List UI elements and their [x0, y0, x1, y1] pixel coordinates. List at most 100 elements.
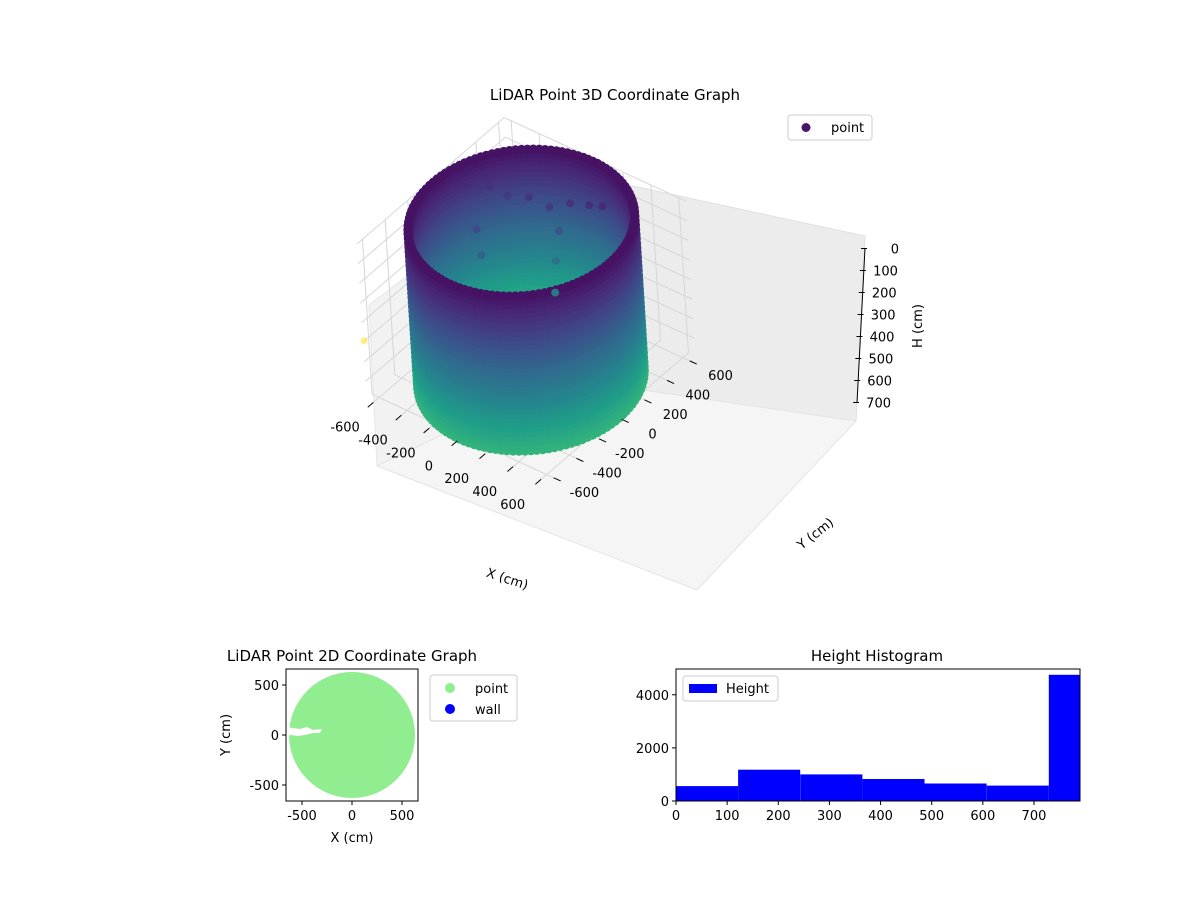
- point-disc-2d: [289, 672, 415, 798]
- x2d-tick-0: -500: [287, 809, 317, 824]
- legend-3d-frame: [787, 114, 873, 141]
- yhist-tick-0: 0: [661, 795, 669, 810]
- outlier-point-1: [485, 182, 494, 191]
- y3d-tick-6: 600: [708, 369, 733, 384]
- xhist-tick-0: 0: [672, 809, 680, 824]
- y-axis-label-3d: Y (cm): [794, 515, 837, 553]
- y-axis-label-2d: Y (cm): [219, 714, 234, 757]
- lidar-2d-chart: LiDAR Point 2D Coordinate Graph -500 0 500…: [219, 647, 518, 846]
- x3d-tick-5: 400: [472, 485, 497, 500]
- x3d-tick-mark-0: [367, 402, 374, 408]
- y-axis-ticks-hist: 0 2000 4000: [636, 689, 676, 810]
- y-axis-ticks-3d: -600 -400 -2000 200 400 600: [553, 360, 733, 501]
- grid-back-x-6: [678, 197, 689, 353]
- x3d-tick-mark-6: [535, 479, 542, 485]
- z3d-tick-1: 100: [873, 265, 898, 280]
- y3d-tick-mark-5: [666, 379, 675, 385]
- outlier-point-5: [566, 199, 575, 208]
- legend-hist-swatch: [689, 684, 717, 693]
- grid-back-x-5: [650, 184, 662, 341]
- z3d-tick-3: 300: [871, 309, 896, 324]
- x-axis-label-2d: X (cm): [331, 831, 374, 846]
- legend-3d: point: [787, 114, 873, 141]
- xhist-tick-7: 700: [1022, 809, 1047, 824]
- y2d-tick-0: -500: [249, 779, 279, 794]
- legend-2d-label-wall: wall: [475, 703, 501, 718]
- stray-point: [360, 337, 368, 345]
- z-axis-ticks-3d: 0 100 200 300 400 500 600 700: [853, 243, 899, 412]
- x-axis-ticks-hist: 0 100 200 300 400 500 600 700: [672, 801, 1047, 824]
- xhist-tick-6: 600: [970, 809, 995, 824]
- legend-2d-marker-point: [445, 683, 455, 693]
- z3d-tick-2: 200: [872, 287, 897, 302]
- outlier-point-11: [472, 225, 481, 234]
- xhist-tick-2: 200: [766, 809, 791, 824]
- outlier-point-9: [551, 256, 560, 265]
- grid-left-y-1: [384, 219, 396, 375]
- histogram-title: Height Histogram: [811, 647, 943, 665]
- x-axis-label-3d: X (cm): [484, 566, 530, 594]
- x3d-tick-4: 200: [444, 472, 469, 487]
- outlier-point-7: [598, 202, 607, 211]
- histogram-bar-0: [676, 786, 739, 801]
- x3d-tick-0: -600: [330, 421, 360, 436]
- y3d-tick-4: 200: [663, 408, 688, 423]
- histogram-bar-4: [924, 783, 987, 801]
- y3d-tick-mark-0: [553, 477, 561, 482]
- point-3d: [504, 291, 514, 301]
- histogram-frame: [675, 668, 1081, 802]
- x3d-tick-2: -200: [386, 446, 416, 461]
- outlier-point-10: [551, 288, 560, 297]
- y3d-tick-mark-3: [621, 418, 629, 423]
- interior-outlier-points: [462, 180, 607, 297]
- y3d-tick-1: -400: [592, 466, 622, 481]
- chart3d-title: LiDAR Point 3D Coordinate Graph: [490, 86, 740, 104]
- histogram-bar-1: [738, 769, 801, 801]
- legend-2d-marker-wall: [445, 704, 455, 714]
- legend-hist-frame: [682, 675, 779, 702]
- outlier-point-2: [503, 191, 512, 200]
- yhist-tick-1: 2000: [636, 742, 669, 757]
- chart2d-title: LiDAR Point 2D Coordinate Graph: [227, 647, 477, 665]
- y3d-tick-3: 0: [648, 428, 656, 443]
- y3d-tick-0: -600: [570, 486, 600, 501]
- grid-z-0: [356, 116, 687, 245]
- legend-hist-label: Height: [726, 682, 769, 697]
- xhist-tick-4: 400: [868, 809, 893, 824]
- outlier-point-8: [555, 226, 564, 235]
- x3d-tick-mark-3: [451, 440, 458, 447]
- histogram-bars: [676, 674, 1080, 801]
- y2d-tick-1: 0: [271, 729, 279, 744]
- z3d-tick-7: 700: [866, 397, 891, 412]
- x3d-tick-3: 0: [425, 459, 433, 474]
- x3d-tick-mark-5: [507, 466, 514, 472]
- histogram-bar-5: [986, 785, 1049, 801]
- yhist-tick-2: 4000: [636, 689, 669, 704]
- y3d-tick-mark-4: [644, 399, 652, 404]
- grid-left-y-0: [361, 239, 373, 395]
- x2d-tick-1: 0: [348, 809, 356, 824]
- scan-gap-2d: [286, 727, 322, 736]
- height-histogram: Height Histogram 0 100 200 300 400 500 600 700 …: [636, 647, 1081, 824]
- lidar-3d-chart: LiDAR Point 3D Coordinate Graph -600 -400…: [330, 86, 926, 593]
- x2d-tick-2: 500: [390, 809, 415, 824]
- histogram-bar-6: [1048, 674, 1080, 801]
- z3d-tick-0: 0: [891, 243, 899, 258]
- legend-2d-label-point: point: [475, 682, 508, 697]
- z3d-tick-6: 600: [867, 375, 892, 390]
- z3d-tick-5: 500: [868, 353, 893, 368]
- point-cloud-cylinder: [403, 144, 649, 456]
- xhist-tick-5: 500: [919, 809, 944, 824]
- y3d-tick-mark-1: [576, 457, 584, 462]
- y3d-tick-2: -200: [615, 447, 645, 462]
- outlier-point-3: [524, 193, 533, 201]
- x3d-tick-mark-4: [479, 453, 486, 459]
- x3d-tick-6: 600: [500, 498, 525, 513]
- histogram-bar-2: [800, 774, 863, 801]
- histogram-bar-3: [862, 779, 925, 801]
- y3d-tick-mark-2: [598, 438, 607, 443]
- z-axis-label-3d: H (cm): [911, 304, 926, 348]
- x-axis-ticks-2d: -500 0 500: [287, 801, 414, 824]
- y-axis-ticks-2d: -500 0 500: [249, 679, 286, 794]
